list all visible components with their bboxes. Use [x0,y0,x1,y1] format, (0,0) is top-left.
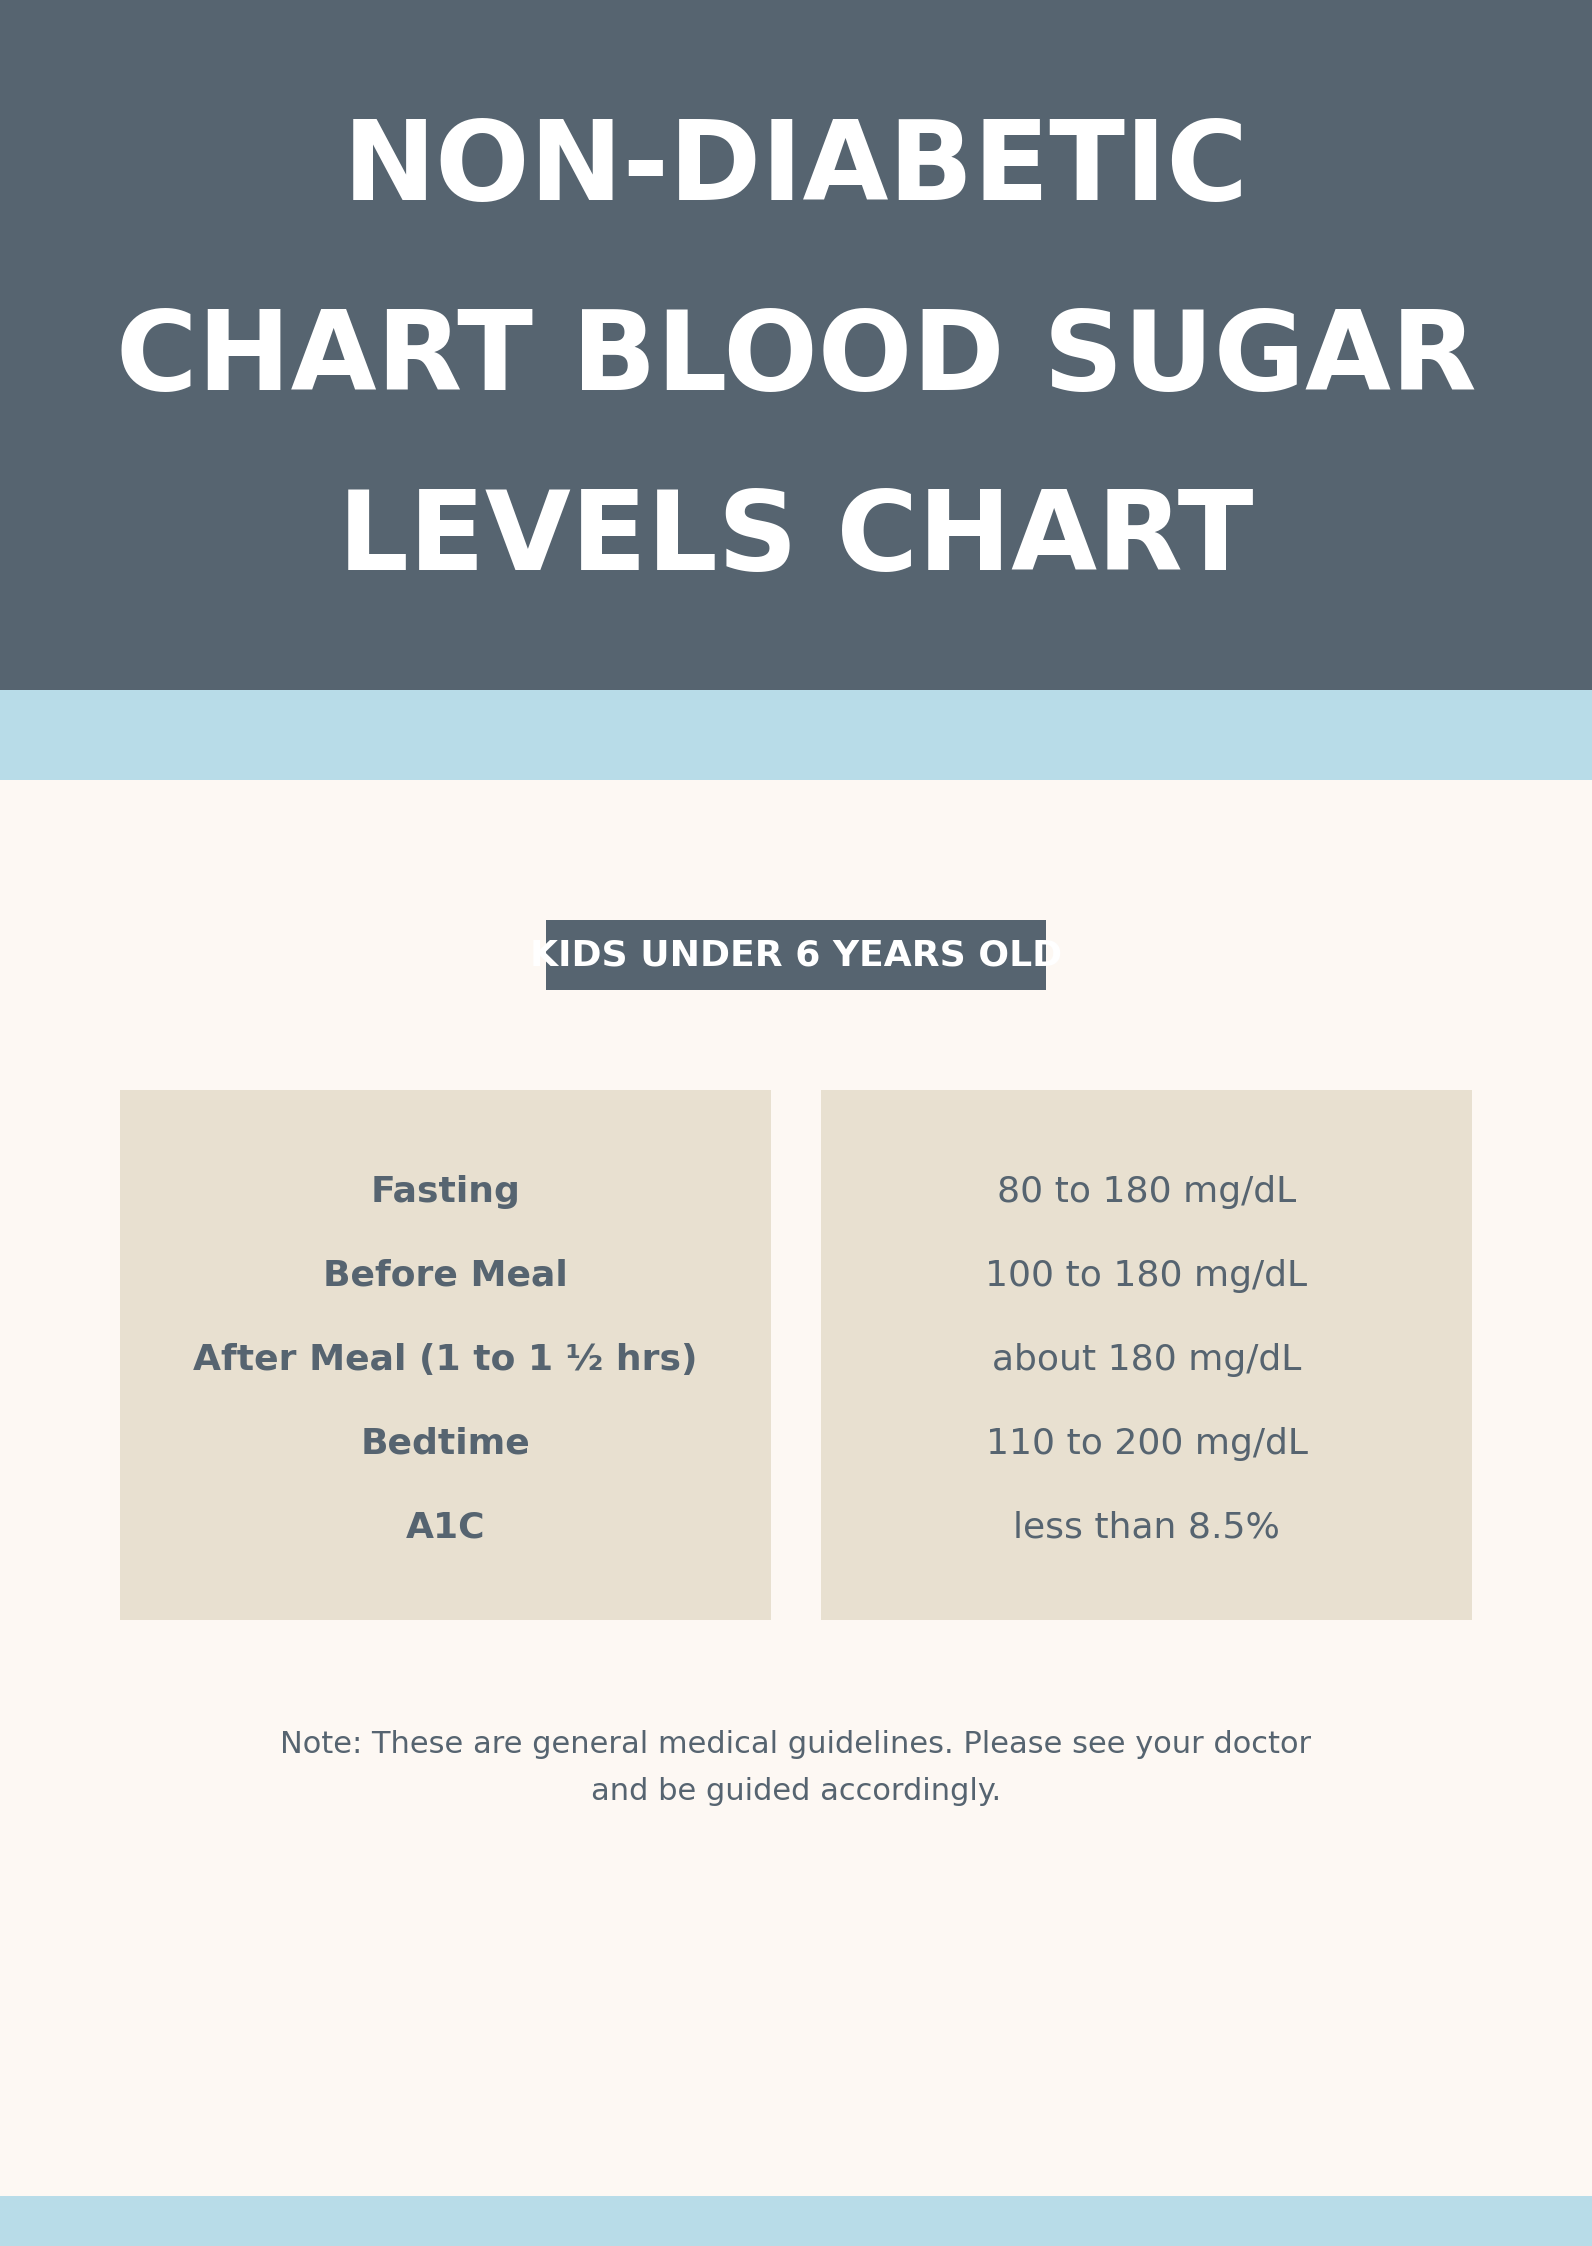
Text: Note: These are general medical guidelines. Please see your doctor
and be guided: Note: These are general medical guidelin… [280,1729,1312,1806]
Text: After Meal (1 to 1 ½ hrs): After Meal (1 to 1 ½ hrs) [193,1343,697,1377]
Text: NON-DIABETIC: NON-DIABETIC [342,117,1250,225]
Text: Before Meal: Before Meal [323,1260,568,1294]
Text: about 180 mg/dL: about 180 mg/dL [992,1343,1301,1377]
Text: less than 8.5%: less than 8.5% [1013,1512,1280,1545]
FancyBboxPatch shape [821,1089,1473,1619]
Text: KIDS UNDER 6 YEARS OLD: KIDS UNDER 6 YEARS OLD [530,939,1062,973]
FancyBboxPatch shape [0,0,1592,690]
FancyBboxPatch shape [546,921,1046,990]
FancyBboxPatch shape [119,1089,771,1619]
Text: CHART BLOOD SUGAR: CHART BLOOD SUGAR [116,305,1476,413]
Text: 110 to 200 mg/dL: 110 to 200 mg/dL [985,1426,1307,1460]
FancyBboxPatch shape [0,779,1592,2246]
Text: A1C: A1C [406,1512,486,1545]
Text: 80 to 180 mg/dL: 80 to 180 mg/dL [997,1175,1296,1208]
Text: Bedtime: Bedtime [361,1426,530,1460]
Text: Fasting: Fasting [371,1175,521,1208]
Text: LEVELS CHART: LEVELS CHART [338,487,1254,593]
Text: 100 to 180 mg/dL: 100 to 180 mg/dL [985,1260,1307,1294]
FancyBboxPatch shape [0,690,1592,779]
FancyBboxPatch shape [0,2197,1592,2246]
